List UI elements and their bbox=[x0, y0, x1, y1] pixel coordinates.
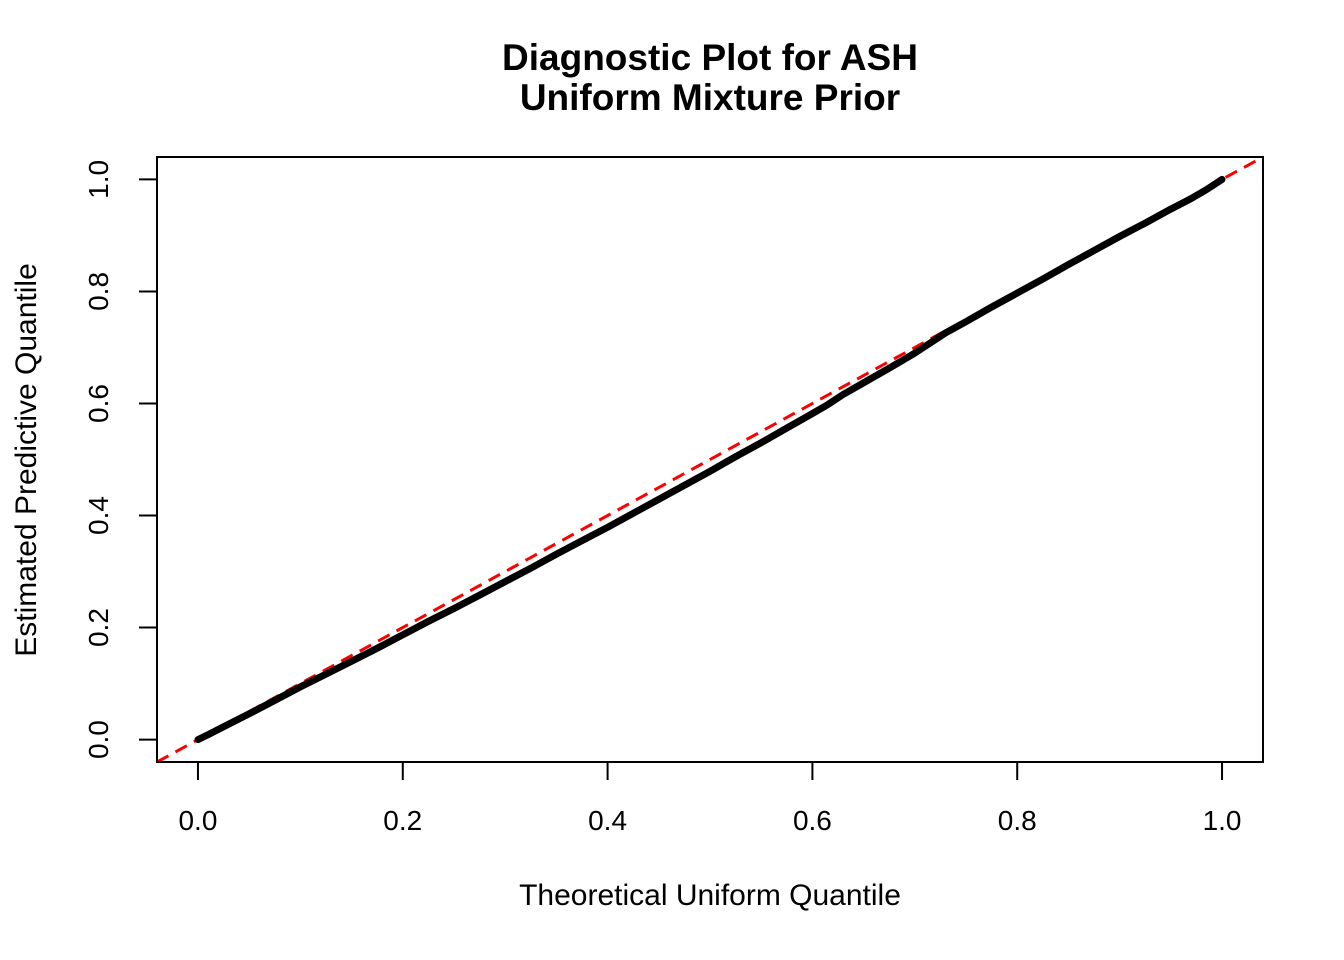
x-tick-label: 0.8 bbox=[998, 805, 1037, 836]
plot-title-line1: Diagnostic Plot for ASH bbox=[502, 37, 918, 78]
y-tick-label: 0.2 bbox=[83, 608, 114, 647]
y-tick-label: 0.8 bbox=[83, 272, 114, 311]
data-curve bbox=[194, 175, 1226, 744]
x-tick-label: 0.0 bbox=[178, 805, 217, 836]
y-tick-label: 0.0 bbox=[83, 720, 114, 759]
x-axis-label: Theoretical Uniform Quantile bbox=[519, 879, 901, 912]
x-tick-label: 0.6 bbox=[793, 805, 832, 836]
y-axis-label: Estimated Predictive Quantile bbox=[10, 263, 43, 657]
x-tick-label: 0.2 bbox=[383, 805, 422, 836]
y-tick-label: 0.6 bbox=[83, 384, 114, 423]
x-tick-label: 0.4 bbox=[588, 805, 627, 836]
plot-generated-layer: 0.0 0.2 0.4 0.6 0.8 1.0 0.0 0.2 0.4 0.6 0.8 1.0 bbox=[83, 155, 1264, 836]
plot-title-line2: Uniform Mixture Prior bbox=[520, 77, 900, 118]
y-tick-label: 1.0 bbox=[83, 160, 114, 199]
x-tick-label: 1.0 bbox=[1203, 805, 1242, 836]
y-tick-label: 0.4 bbox=[83, 496, 114, 535]
plot-box bbox=[156, 156, 1264, 763]
